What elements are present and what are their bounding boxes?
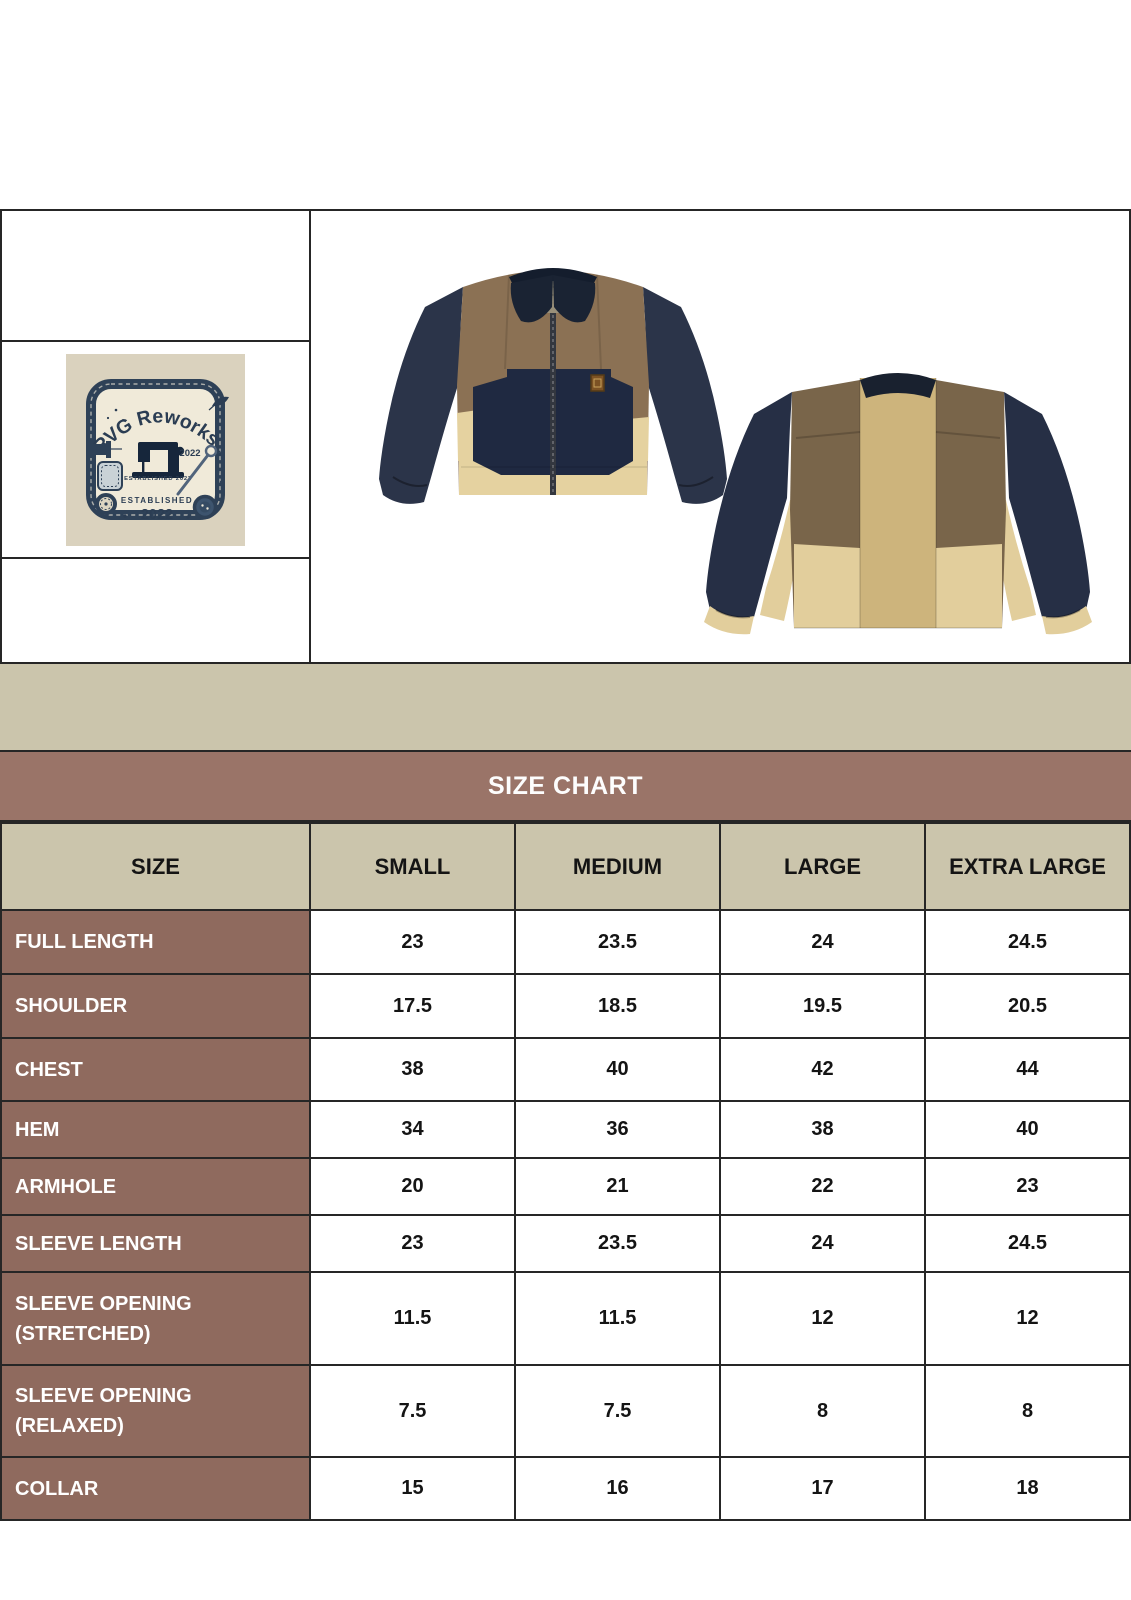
column-header-extra-large: EXTRA LARGE	[926, 824, 1129, 909]
button-icon	[192, 494, 218, 519]
table-cell: 15	[311, 1458, 514, 1519]
table-cell: 12	[926, 1273, 1129, 1364]
table-cell: 18.5	[516, 975, 719, 1037]
jacket-photos-cell	[311, 211, 1129, 662]
table-cell: 42	[721, 1039, 924, 1100]
table-cell: 21	[516, 1159, 719, 1214]
patch-established-line: ESTABLISHED 2022	[124, 476, 192, 482]
column-header-size: SIZE	[2, 824, 309, 909]
table-cell: 19.5	[721, 975, 924, 1037]
seam-ripper-icon	[176, 444, 223, 495]
table-cell: 23.5	[516, 1216, 719, 1271]
row-label-shoulder: SHOULDER	[2, 975, 309, 1037]
table-cell: 24.5	[926, 1216, 1129, 1271]
table-cell: 44	[926, 1039, 1129, 1100]
sewing-machine-icon	[132, 441, 185, 478]
table-cell: 23.5	[516, 911, 719, 973]
table-cell: 22	[721, 1159, 924, 1214]
table-cell: 34	[311, 1102, 514, 1157]
column-header-small: SMALL	[311, 824, 514, 909]
thread-spool-icon	[87, 440, 122, 458]
chest-label-patch	[590, 374, 605, 392]
leaf-icon	[208, 396, 229, 410]
table-cell: 11.5	[311, 1273, 514, 1364]
row-label-hem: HEM	[2, 1102, 309, 1157]
brand-column: RVG Reworks	[2, 211, 311, 662]
size-chart-table: SIZE SMALL MEDIUM LARGE EXTRA LARGE FULL…	[0, 822, 1131, 1521]
table-cell: 11.5	[516, 1273, 719, 1364]
empty-cell	[2, 211, 309, 342]
table-cell: 40	[516, 1039, 719, 1100]
table-cell: 20.5	[926, 975, 1129, 1037]
table-cell: 17.5	[311, 975, 514, 1037]
rivet-icon	[95, 492, 117, 515]
table-cell: 20	[311, 1159, 514, 1214]
patch-year-text: 2022	[141, 507, 173, 523]
table-cell: 23	[926, 1159, 1129, 1214]
row-label-armhole: ARMHOLE	[2, 1159, 309, 1214]
table-cell: 36	[516, 1102, 719, 1157]
pocket-icon	[97, 460, 123, 491]
table-cell: 12	[721, 1273, 924, 1364]
row-label-sleeve-opening-stretched: SLEEVE OPENING (STRETCHED)	[2, 1273, 309, 1364]
table-cell: 38	[721, 1102, 924, 1157]
patch-year-small: 2022	[179, 448, 200, 459]
table-cell: 38	[311, 1039, 514, 1100]
row-label-full-length: FULL LENGTH	[2, 911, 309, 973]
brand-patch-photo: RVG Reworks	[66, 353, 245, 546]
table-cell: 8	[926, 1366, 1129, 1456]
table-cell: 23	[311, 911, 514, 973]
table-cell: 24.5	[926, 911, 1129, 973]
table-cell: 18	[926, 1458, 1129, 1519]
table-cell: 7.5	[311, 1366, 514, 1456]
jacket-front-photo	[379, 268, 727, 504]
table-cell: 24	[721, 911, 924, 973]
row-label-collar: COLLAR	[2, 1458, 309, 1519]
row-label-sleeve-opening-relaxed: SLEEVE OPENING (RELAXED)	[2, 1366, 309, 1456]
table-cell: 8	[721, 1366, 924, 1456]
table-cell: 23	[311, 1216, 514, 1271]
row-label-sleeve-length: SLEEVE LENGTH	[2, 1216, 309, 1271]
beige-band	[0, 664, 1131, 752]
brand-patch-cell: RVG Reworks	[2, 342, 309, 559]
patch-established-text: ESTABLISHED	[121, 496, 193, 505]
table-cell: 7.5	[516, 1366, 719, 1456]
jacket-back-photo	[704, 373, 1092, 635]
table-cell: 16	[516, 1458, 719, 1519]
photo-grid: RVG Reworks	[0, 209, 1131, 664]
table-cell: 24	[721, 1216, 924, 1271]
empty-cell	[2, 559, 309, 662]
table-cell: 40	[926, 1102, 1129, 1157]
size-chart-title-bar: SIZE CHART	[0, 752, 1131, 822]
size-chart-title: SIZE CHART	[488, 771, 643, 800]
table-cell: 17	[721, 1458, 924, 1519]
column-header-medium: MEDIUM	[516, 824, 719, 909]
row-label-chest: CHEST	[2, 1039, 309, 1100]
column-header-large: LARGE	[721, 824, 924, 909]
